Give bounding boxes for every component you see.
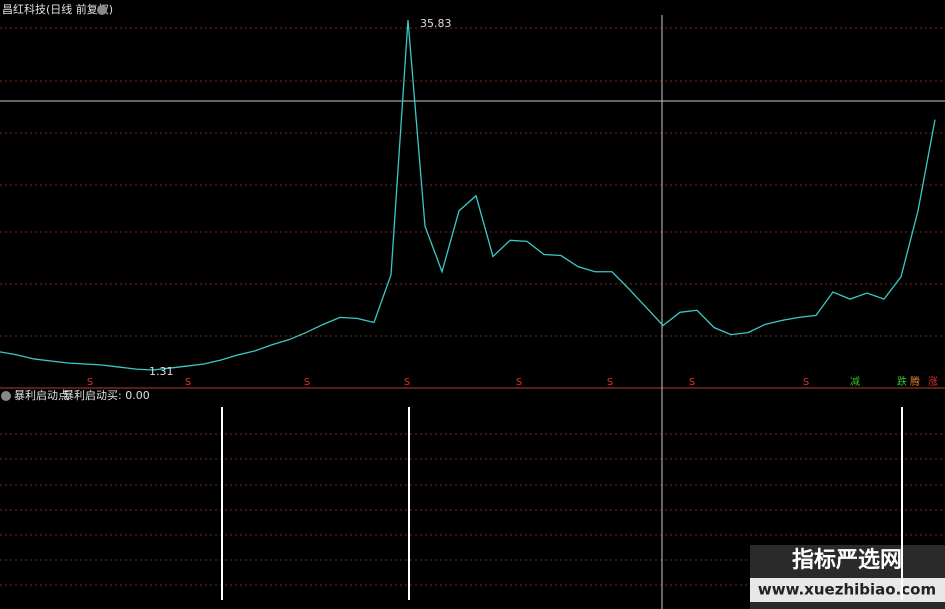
watermark-url: www.xuezhibiao.com — [758, 581, 936, 599]
watermark-name: 指标严选网 — [792, 547, 902, 573]
signal-marker: S — [87, 377, 93, 388]
indicator-menu-button[interactable] — [1, 391, 11, 401]
high-annotation: 35.83 — [420, 17, 452, 30]
indicator-title: 暴利启动点 — [14, 389, 69, 402]
signal-marker: 跌 — [897, 375, 907, 388]
signal-marker: 减 — [850, 376, 860, 388]
chart-title: 昌红科技(日线 前复权) — [2, 2, 113, 16]
signal-marker: S — [689, 377, 695, 388]
indicator-legend: 暴利启动买: 0.00 — [63, 389, 150, 402]
signal-marker: S — [304, 377, 310, 388]
price-line — [0, 19, 936, 371]
signal-marker: S — [803, 377, 809, 388]
signal-marker: S — [516, 377, 522, 388]
signal-marker: S — [185, 377, 191, 388]
title-menu-button[interactable] — [97, 5, 107, 15]
watermark-band — [750, 578, 945, 602]
low-annotation: 1.31 — [149, 365, 174, 378]
watermark: 指标严选网 www.xuezhibiao.com — [750, 545, 945, 609]
signal-marker: 涨 — [928, 376, 938, 388]
signal-marker: S — [404, 377, 410, 388]
signal-marker: S — [607, 377, 613, 388]
signal-marker: 腾 — [910, 375, 920, 388]
